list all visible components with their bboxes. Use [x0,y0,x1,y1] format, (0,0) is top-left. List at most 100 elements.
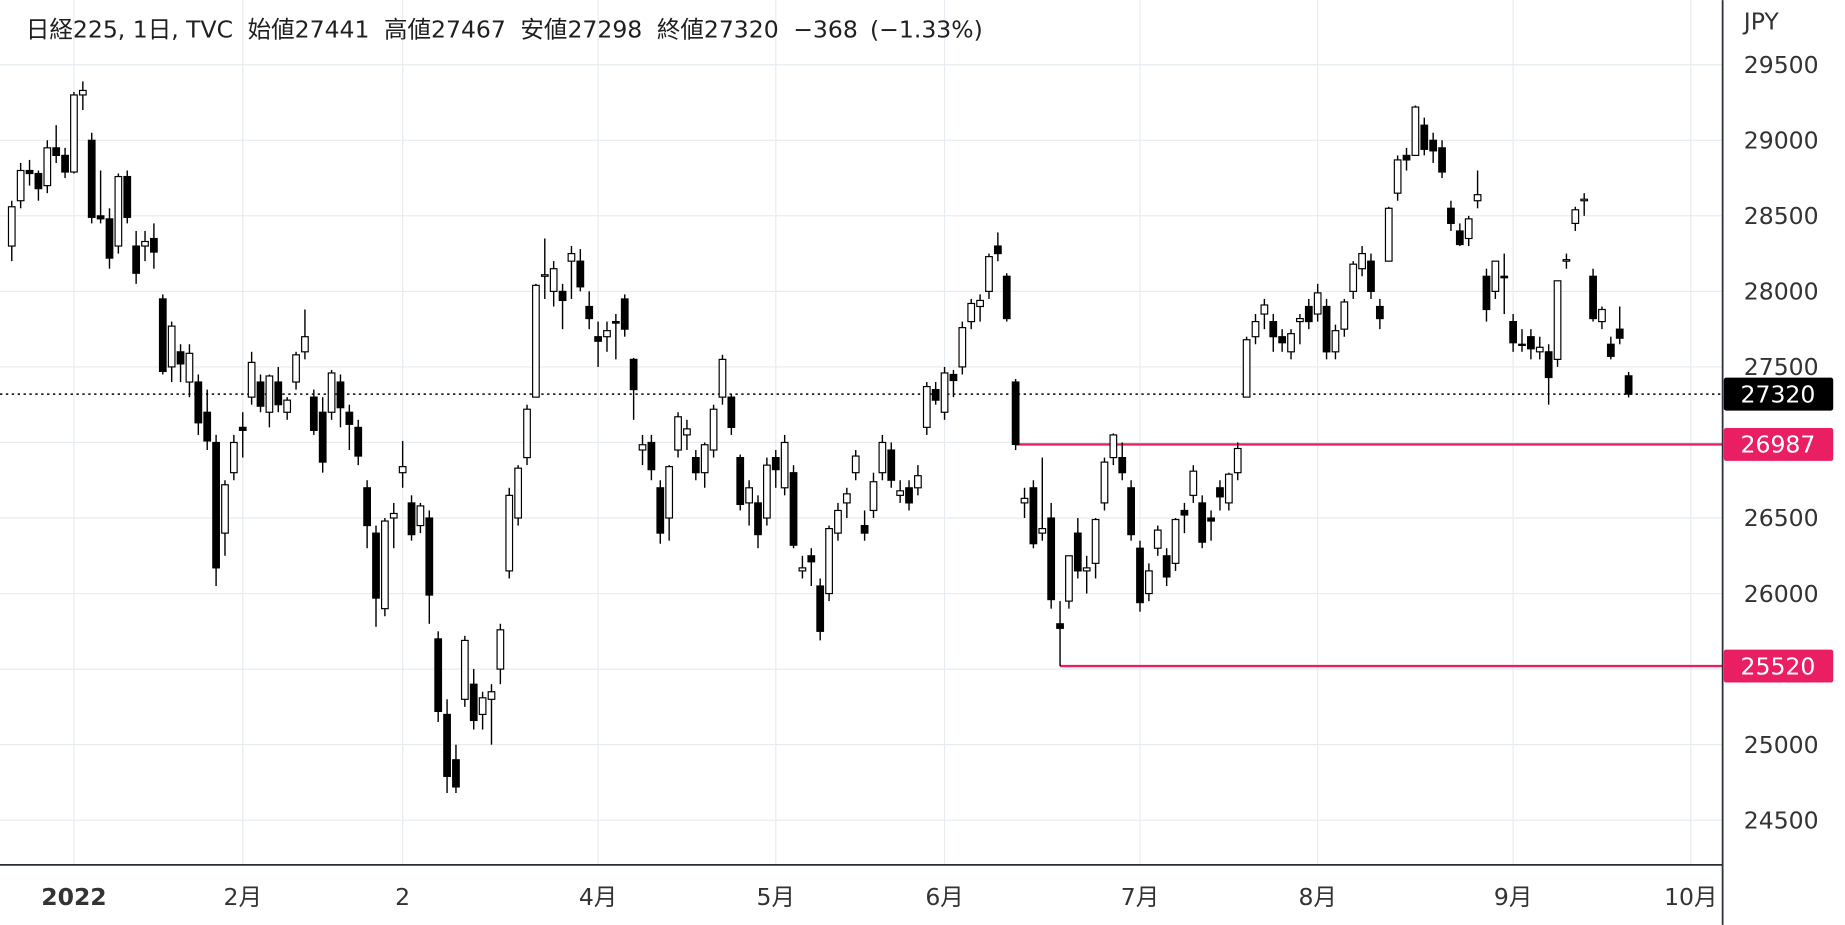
y-tick-label: 24500 [1744,806,1819,834]
candle-body [1296,317,1304,323]
candle-body [452,759,460,788]
candle-body [1118,456,1127,474]
y-axis-label: JPY [1742,7,1780,35]
candle-body [940,372,949,413]
candle-body [1233,447,1242,474]
candle-body [203,411,212,442]
candle-body [460,639,469,700]
candle-body [150,237,158,253]
candle-body [1091,518,1100,564]
candle-body [354,426,363,457]
candle-body [1624,375,1633,395]
candle-body [922,385,931,428]
candle-body [1047,517,1056,601]
candle-body [114,175,123,247]
candle-body [1375,305,1384,320]
price-label-box [1723,649,1834,683]
x-tick-label: 7月 [1121,883,1159,911]
value: 27320 [704,16,779,44]
candle-body [1500,275,1509,279]
x-tick-label: 2月 [224,883,262,911]
candle-body [958,327,967,368]
candle-body [1535,346,1544,353]
candle-body [771,456,780,471]
candle-body [185,352,194,383]
price-label: 26987 [1741,431,1816,459]
candle-body [247,361,256,398]
candle-body [896,490,905,496]
candle-body [1491,260,1500,292]
candle-body [1473,194,1482,202]
candle-body [1349,263,1358,292]
candle-body [976,299,984,308]
candle-body [532,284,540,398]
candle-body [878,441,887,474]
candle-body [549,268,558,292]
x-tick-label: 5月 [757,883,795,911]
candle-body [1020,497,1029,504]
x-tick-label: 2022 [41,883,106,911]
candle-body [7,206,16,247]
candle-body [1171,518,1180,564]
candle-body [292,354,300,383]
candle-body [407,502,416,536]
candle-body [1313,292,1322,315]
candle-body [1082,567,1091,572]
candle-body [834,509,842,534]
candle-body [1162,555,1171,578]
candle-body [1562,259,1571,262]
candle-body [1518,343,1526,347]
candle-body [52,147,61,156]
candle-body [967,302,976,323]
x-tick-label: 8月 [1298,883,1336,911]
candle-body [16,169,25,202]
candle-body [869,481,878,512]
candle-body [665,466,674,519]
candle-body [469,683,478,722]
label: 安値 [520,16,567,44]
candle-body [105,218,114,259]
candle-body [1384,207,1393,262]
candle-body [425,517,434,596]
x-tick-label: 4月 [579,883,617,911]
candle-body [629,358,638,391]
candle-body [238,426,247,431]
candle-body [1438,147,1446,173]
candle-body [345,411,354,425]
candle-body [1447,207,1455,224]
candle-body [1464,218,1473,240]
candle-body [309,396,318,431]
candle-body [416,505,425,527]
candle-body [1420,124,1429,150]
candle-body [736,456,745,506]
candle-body [1109,434,1118,459]
candle-body [576,260,585,288]
candle-body [1331,330,1340,353]
candle-body [78,89,87,96]
candle-body [1544,351,1553,379]
candle-body [727,396,736,428]
candle-body [985,256,993,292]
candle-body [709,408,718,451]
candle-body [718,358,727,398]
price-label: 27320 [1741,380,1816,408]
candle-body [585,305,594,320]
candle-body [301,336,309,353]
price-label: 25520 [1741,652,1816,680]
candle-body [318,411,327,463]
candle-body [1216,487,1224,498]
candle-body [256,381,265,407]
candle-body [1127,487,1136,536]
candle-body [229,441,238,474]
candle-body [61,154,69,173]
candle-body [212,441,220,569]
candle-body [620,298,629,330]
change: −368 [793,16,858,44]
candle-body [1073,532,1082,572]
candle-body [336,381,345,409]
x-tick-label: 9月 [1494,883,1532,911]
candle-body [1153,529,1162,549]
y-tick-label: 29500 [1744,51,1819,79]
x-tick-label: 10月 [1664,883,1717,911]
